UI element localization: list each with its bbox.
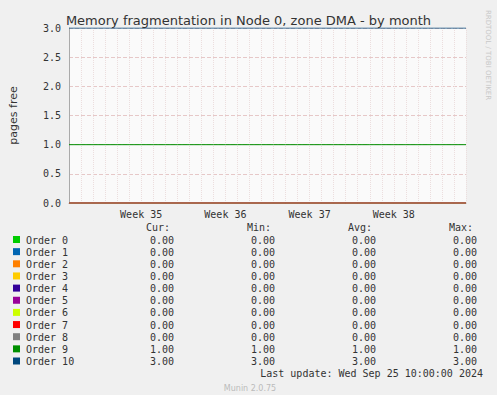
svg-text:0.00: 0.00 — [150, 271, 174, 282]
svg-text:0.00: 0.00 — [453, 320, 477, 331]
svg-text:Order 8: Order 8 — [26, 332, 68, 343]
svg-text:Week 36: Week 36 — [204, 209, 246, 220]
svg-text:0.5: 0.5 — [43, 168, 61, 179]
svg-text:Order 7: Order 7 — [26, 320, 68, 331]
svg-text:0.00: 0.00 — [251, 320, 275, 331]
svg-text:0.00: 0.00 — [251, 259, 275, 270]
svg-text:3.00: 3.00 — [150, 356, 174, 367]
svg-text:0.00: 0.00 — [150, 307, 174, 318]
svg-text:1.00: 1.00 — [150, 344, 174, 355]
svg-text:0.00: 0.00 — [352, 247, 376, 258]
svg-text:Order 10: Order 10 — [26, 356, 74, 367]
svg-text:3.00: 3.00 — [352, 356, 376, 367]
svg-text:Order 0: Order 0 — [26, 235, 68, 246]
svg-text:0.00: 0.00 — [251, 235, 275, 246]
svg-text:RRDTOOL / TOBI OETIKER: RRDTOOL / TOBI OETIKER — [484, 10, 492, 100]
svg-text:3.00: 3.00 — [453, 356, 477, 367]
svg-text:0.00: 0.00 — [352, 332, 376, 343]
svg-text:0.00: 0.00 — [453, 259, 477, 270]
svg-text:Order 5: Order 5 — [26, 295, 68, 306]
svg-text:0.00: 0.00 — [150, 295, 174, 306]
svg-text:Memory fragmentation in Node 0: Memory fragmentation in Node 0, zone DMA… — [66, 13, 431, 28]
svg-text:0.00: 0.00 — [453, 283, 477, 294]
svg-text:Avg:: Avg: — [348, 222, 372, 233]
svg-text:Order 1: Order 1 — [26, 247, 68, 258]
svg-text:0.00: 0.00 — [453, 307, 477, 318]
svg-text:0.00: 0.00 — [352, 259, 376, 270]
svg-text:Munin 2.0.75: Munin 2.0.75 — [224, 384, 276, 393]
svg-text:pages free: pages free — [7, 86, 20, 145]
svg-text:0.00: 0.00 — [352, 283, 376, 294]
svg-text:Order 4: Order 4 — [26, 283, 68, 294]
svg-text:1.00: 1.00 — [352, 344, 376, 355]
svg-text:0.00: 0.00 — [453, 235, 477, 246]
svg-text:0.00: 0.00 — [150, 332, 174, 343]
svg-text:Last update: Wed Sep 25 10:00:: Last update: Wed Sep 25 10:00:00 2024 — [260, 368, 483, 379]
svg-text:0.00: 0.00 — [251, 271, 275, 282]
svg-text:Week 35: Week 35 — [120, 209, 162, 220]
svg-text:0.00: 0.00 — [453, 332, 477, 343]
svg-text:0.00: 0.00 — [150, 235, 174, 246]
svg-text:Max:: Max: — [449, 222, 473, 233]
svg-text:1.00: 1.00 — [251, 344, 275, 355]
svg-text:0.00: 0.00 — [150, 259, 174, 270]
svg-text:3.00: 3.00 — [251, 356, 275, 367]
svg-text:0.00: 0.00 — [352, 271, 376, 282]
svg-text:0.00: 0.00 — [352, 307, 376, 318]
svg-text:0.00: 0.00 — [150, 320, 174, 331]
svg-text:1.00: 1.00 — [453, 344, 477, 355]
svg-text:0.00: 0.00 — [150, 247, 174, 258]
svg-text:0.0: 0.0 — [43, 198, 61, 209]
svg-text:2.5: 2.5 — [43, 52, 61, 63]
svg-text:0.00: 0.00 — [251, 295, 275, 306]
svg-text:Week 38: Week 38 — [373, 209, 415, 220]
svg-text:0.00: 0.00 — [251, 307, 275, 318]
svg-text:0.00: 0.00 — [352, 320, 376, 331]
svg-text:Cur:: Cur: — [146, 222, 170, 233]
svg-text:Min:: Min: — [247, 222, 271, 233]
svg-text:0.00: 0.00 — [453, 271, 477, 282]
svg-text:0.00: 0.00 — [352, 235, 376, 246]
svg-text:2.0: 2.0 — [43, 81, 61, 92]
svg-text:0.00: 0.00 — [251, 247, 275, 258]
svg-text:1.0: 1.0 — [43, 139, 61, 150]
svg-text:Order 6: Order 6 — [26, 307, 68, 318]
svg-text:3.0: 3.0 — [43, 23, 61, 34]
svg-text:Order 3: Order 3 — [26, 271, 68, 282]
svg-text:Order 9: Order 9 — [26, 344, 68, 355]
svg-text:0.00: 0.00 — [352, 295, 376, 306]
svg-text:1.5: 1.5 — [43, 110, 61, 121]
svg-text:0.00: 0.00 — [150, 283, 174, 294]
svg-text:Week 37: Week 37 — [289, 209, 331, 220]
svg-text:0.00: 0.00 — [251, 283, 275, 294]
svg-text:0.00: 0.00 — [453, 295, 477, 306]
svg-text:Order 2: Order 2 — [26, 259, 68, 270]
svg-text:0.00: 0.00 — [251, 332, 275, 343]
svg-text:0.00: 0.00 — [453, 247, 477, 258]
